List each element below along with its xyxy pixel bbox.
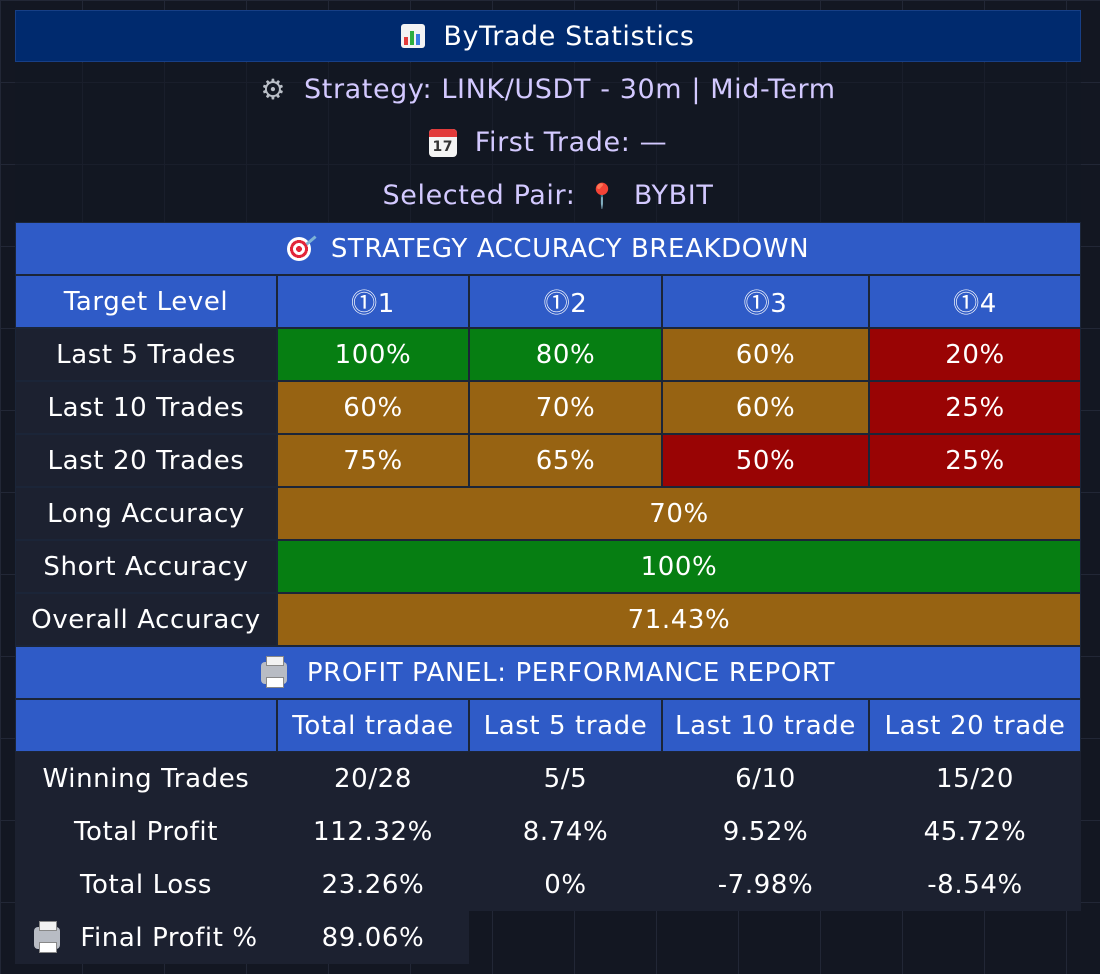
accuracy-cell: 70%	[469, 381, 662, 434]
accuracy-section-header: STRATEGY ACCURACY BREAKDOWN	[15, 222, 1081, 275]
profit-section-header: PROFIT PANEL: PERFORMANCE REPORT	[15, 646, 1081, 699]
accuracy-cell: 50%	[662, 434, 869, 487]
table-row: Final Profit % 89.06%	[15, 911, 1081, 964]
first-trade-text: First Trade: —	[474, 127, 668, 158]
table-row: Overall Accuracy 71.43%	[15, 593, 1081, 646]
long-accuracy-label: Long Accuracy	[15, 487, 277, 540]
column-header: Target Level	[15, 275, 277, 328]
profit-cell: -8.54%	[869, 858, 1081, 911]
final-profit-label: Final Profit %	[80, 922, 258, 953]
profit-cell: 5/5	[469, 752, 662, 805]
column-header: Last 20 trade	[869, 699, 1081, 752]
row-label: Last 10 Trades	[15, 381, 277, 434]
title-bar: ByTrade Statistics	[15, 10, 1081, 62]
printer-icon	[34, 920, 61, 953]
table-row: Long Accuracy 70%	[15, 487, 1081, 540]
accuracy-cell: 60%	[277, 381, 469, 434]
short-accuracy-label: Short Accuracy	[15, 540, 277, 593]
profit-cell: 0%	[469, 858, 662, 911]
target-icon	[286, 236, 311, 261]
column-header: Last 10 trade	[662, 699, 869, 752]
strategy-row: ⚙ Strategy: LINK/USDT - 30m | Mid-Term	[15, 63, 1081, 116]
long-accuracy-value: 70%	[277, 487, 1081, 540]
column-header: Total tradae	[277, 699, 469, 752]
short-accuracy-value: 100%	[277, 540, 1081, 593]
statistics-panel: ByTrade Statistics ⚙ Strategy: LINK/USDT…	[15, 10, 1081, 964]
printer-icon	[260, 655, 287, 688]
column-header: ⓵3	[662, 275, 869, 328]
overall-accuracy-label: Overall Accuracy	[15, 593, 277, 646]
strategy-text: Strategy: LINK/USDT - 30m | Mid-Term	[304, 74, 836, 105]
profit-cell: -7.98%	[662, 858, 869, 911]
column-header: ⓵1	[277, 275, 469, 328]
row-label: Last 20 Trades	[15, 434, 277, 487]
accuracy-cell: 100%	[277, 328, 469, 381]
profit-cell: 112.32%	[277, 805, 469, 858]
selected-pair-row: Selected Pair: 📍 BYBIT	[15, 169, 1081, 222]
table-row: Last 10 Trades 60% 70% 60% 25%	[15, 381, 1081, 434]
column-header: Last 5 trade	[469, 699, 662, 752]
column-header: ⓵2	[469, 275, 662, 328]
profit-cell: 15/20	[869, 752, 1081, 805]
row-label: Total Loss	[15, 858, 277, 911]
table-row: Total Loss 23.26% 0% -7.98% -8.54%	[15, 858, 1081, 911]
panel-title: ByTrade Statistics	[443, 20, 695, 52]
accuracy-cell: 60%	[662, 381, 869, 434]
accuracy-section-title: STRATEGY ACCURACY BREAKDOWN	[330, 233, 810, 264]
profit-column-headers: Total tradae Last 5 trade Last 10 trade …	[15, 699, 1081, 752]
accuracy-cell: 75%	[277, 434, 469, 487]
gear-icon: ⚙	[260, 73, 287, 106]
final-profit-value: 89.06%	[277, 911, 469, 964]
row-label: Winning Trades	[15, 752, 277, 805]
profit-cell: 8.74%	[469, 805, 662, 858]
row-label: Last 5 Trades	[15, 328, 277, 381]
column-header	[15, 699, 277, 752]
accuracy-cell: 65%	[469, 434, 662, 487]
profit-cell: 6/10	[662, 752, 869, 805]
selected-pair-label: Selected Pair:	[382, 180, 576, 211]
table-row: Short Accuracy 100%	[15, 540, 1081, 593]
first-trade-row: 17 First Trade: —	[15, 116, 1081, 169]
table-row: Last 20 Trades 75% 65% 50% 25%	[15, 434, 1081, 487]
profit-cell: 45.72%	[869, 805, 1081, 858]
table-row: Last 5 Trades 100% 80% 60% 20%	[15, 328, 1081, 381]
accuracy-cell: 25%	[869, 434, 1081, 487]
accuracy-cell: 60%	[662, 328, 869, 381]
profit-cell: 9.52%	[662, 805, 869, 858]
accuracy-column-headers: Target Level ⓵1 ⓵2 ⓵3 ⓵4	[15, 275, 1081, 328]
column-header: ⓵4	[869, 275, 1081, 328]
accuracy-cell: 20%	[869, 328, 1081, 381]
accuracy-cell: 25%	[869, 381, 1081, 434]
accuracy-cell: 80%	[469, 328, 662, 381]
final-profit-label-cell: Final Profit %	[15, 911, 277, 964]
calendar-icon: 17	[428, 128, 457, 157]
table-row: Winning Trades 20/28 5/5 6/10 15/20	[15, 752, 1081, 805]
profit-section-title: PROFIT PANEL: PERFORMANCE REPORT	[306, 657, 836, 688]
bar-chart-icon	[401, 24, 426, 48]
row-label: Total Profit	[15, 805, 277, 858]
selected-pair-value: BYBIT	[633, 180, 714, 211]
profit-cell: 20/28	[277, 752, 469, 805]
profit-cell: 23.26%	[277, 858, 469, 911]
overall-accuracy-value: 71.43%	[277, 593, 1081, 646]
pin-icon: 📍	[587, 181, 618, 210]
table-row: Total Profit 112.32% 8.74% 9.52% 45.72%	[15, 805, 1081, 858]
